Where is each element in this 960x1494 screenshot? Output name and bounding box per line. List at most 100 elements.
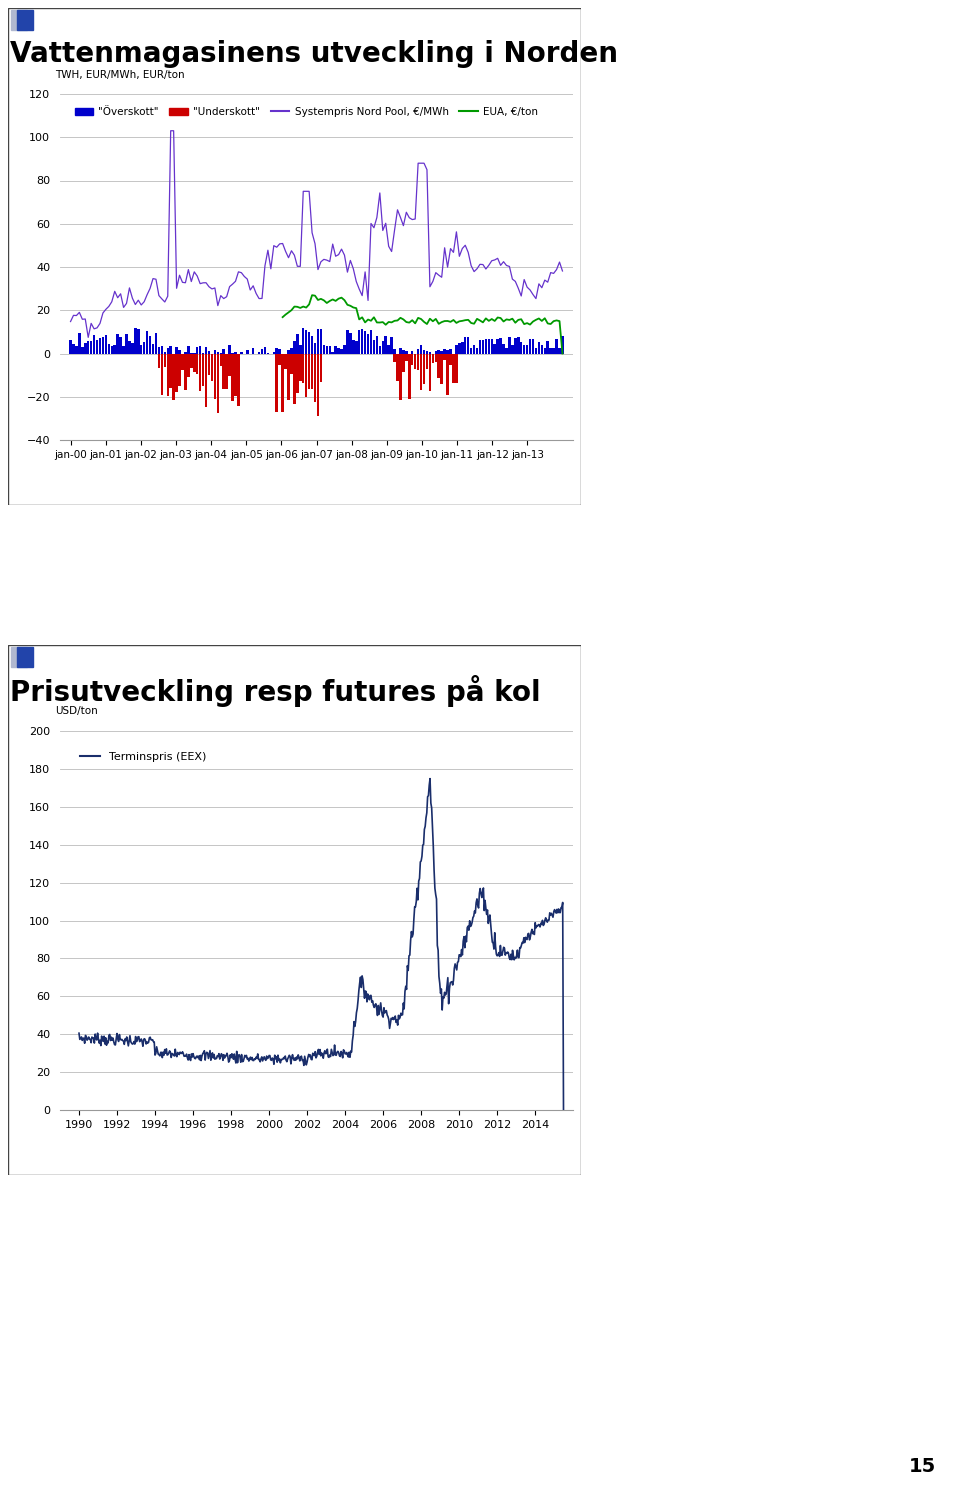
Bar <box>231 354 234 400</box>
Bar <box>408 354 411 399</box>
Bar <box>352 341 354 354</box>
Bar <box>187 345 190 354</box>
Bar <box>429 351 431 354</box>
Bar <box>210 354 213 381</box>
Bar <box>449 348 452 354</box>
Bar <box>125 335 128 354</box>
Bar <box>529 339 531 354</box>
Bar <box>302 354 304 382</box>
Bar <box>214 350 216 354</box>
Bar <box>414 354 417 369</box>
Bar <box>166 348 169 354</box>
Bar <box>420 345 422 354</box>
Bar <box>228 345 230 354</box>
Bar <box>411 354 414 366</box>
Bar <box>394 350 396 354</box>
Bar <box>432 354 434 363</box>
Bar <box>499 338 502 354</box>
Bar <box>320 354 323 381</box>
Bar <box>469 348 472 354</box>
Bar <box>405 354 408 362</box>
Bar <box>273 353 275 354</box>
Bar <box>276 354 278 412</box>
Bar <box>152 344 155 354</box>
Bar <box>184 354 186 390</box>
Bar <box>246 350 249 354</box>
Bar <box>278 354 281 365</box>
Bar <box>108 344 110 354</box>
Bar <box>179 354 180 385</box>
Bar <box>355 341 357 354</box>
Bar <box>287 354 290 400</box>
Bar <box>485 339 487 354</box>
Bar <box>305 354 307 397</box>
Bar <box>113 345 116 354</box>
Bar <box>69 339 72 354</box>
Bar <box>170 354 172 388</box>
Bar <box>388 345 390 354</box>
Bar <box>110 345 113 354</box>
Bar <box>207 354 210 375</box>
Bar <box>493 344 496 354</box>
Bar <box>72 344 75 354</box>
Bar <box>540 345 543 354</box>
Bar <box>176 348 178 354</box>
Bar <box>441 354 443 384</box>
Bar <box>157 354 160 368</box>
Bar <box>237 354 240 406</box>
Bar <box>234 351 237 354</box>
Text: Prisutveckling resp futures på kol: Prisutveckling resp futures på kol <box>10 675 540 707</box>
Bar <box>347 330 348 354</box>
Bar <box>396 354 398 381</box>
Bar <box>223 350 225 354</box>
Bar <box>422 354 425 384</box>
Bar <box>276 348 278 354</box>
Bar <box>157 347 160 354</box>
Bar <box>520 342 522 354</box>
Text: Vattenmagasinens utveckling i Norden: Vattenmagasinens utveckling i Norden <box>10 40 618 69</box>
Bar <box>96 339 98 354</box>
Bar <box>160 354 163 396</box>
Bar <box>461 342 464 354</box>
Bar <box>402 354 405 372</box>
Bar <box>16 10 33 30</box>
Bar <box>555 339 558 354</box>
Bar <box>11 647 27 666</box>
Bar <box>314 344 316 354</box>
Bar <box>129 341 131 354</box>
Bar <box>226 354 228 388</box>
Bar <box>543 348 546 354</box>
Bar <box>308 332 310 354</box>
Bar <box>300 345 301 354</box>
Bar <box>467 338 469 354</box>
Bar <box>146 330 149 354</box>
Bar <box>549 348 552 354</box>
Bar <box>488 339 490 354</box>
Bar <box>361 329 364 354</box>
Bar <box>11 10 27 30</box>
Bar <box>75 347 78 354</box>
Bar <box>217 354 219 412</box>
Bar <box>202 354 204 385</box>
Bar <box>381 342 384 354</box>
Bar <box>160 347 163 354</box>
Bar <box>223 354 225 390</box>
Bar <box>452 354 455 382</box>
Bar <box>176 354 178 393</box>
Bar <box>328 347 331 354</box>
Bar <box>422 350 425 354</box>
Bar <box>446 350 449 354</box>
Bar <box>314 354 316 402</box>
Text: 15: 15 <box>909 1457 936 1476</box>
Bar <box>417 348 420 354</box>
Bar <box>261 348 263 354</box>
Bar <box>320 329 323 354</box>
Bar <box>375 336 378 354</box>
Bar <box>196 347 199 354</box>
Bar <box>181 354 183 369</box>
Bar <box>199 354 202 391</box>
Bar <box>214 354 216 399</box>
Bar <box>425 351 428 354</box>
Bar <box>411 351 414 354</box>
Bar <box>16 647 33 666</box>
